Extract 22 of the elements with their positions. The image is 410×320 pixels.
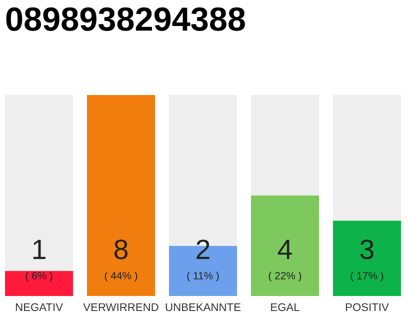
bar [332, 220, 401, 296]
x-tick-label: NEGATIV [16, 303, 63, 312]
bar [86, 95, 156, 296]
annotation: ( 11% ) [187, 272, 219, 282]
data-label: 4 [278, 240, 292, 259]
annotation: ( 22% ) [268, 272, 302, 282]
data-label: 8 [114, 240, 128, 260]
bar [5, 270, 74, 296]
annotation: ( 44% ) [104, 272, 138, 282]
bar [250, 196, 320, 296]
x-tick-label: EGAL [271, 303, 300, 312]
x-tick-label: POSITIV [346, 303, 389, 312]
bar [250, 95, 320, 196]
data-label: 1 [33, 240, 46, 259]
bar [5, 95, 74, 271]
annotation: ( 6% ) [26, 272, 52, 282]
x-tick-label: VERWIRREND [83, 303, 158, 311]
annotation: ( 17% ) [350, 272, 384, 282]
data-label: 3 [360, 240, 374, 260]
bar [332, 95, 401, 221]
chart-title: 0898938294388 [6, 7, 245, 31]
x-tick-label: UNBEKANNTE [166, 303, 240, 312]
